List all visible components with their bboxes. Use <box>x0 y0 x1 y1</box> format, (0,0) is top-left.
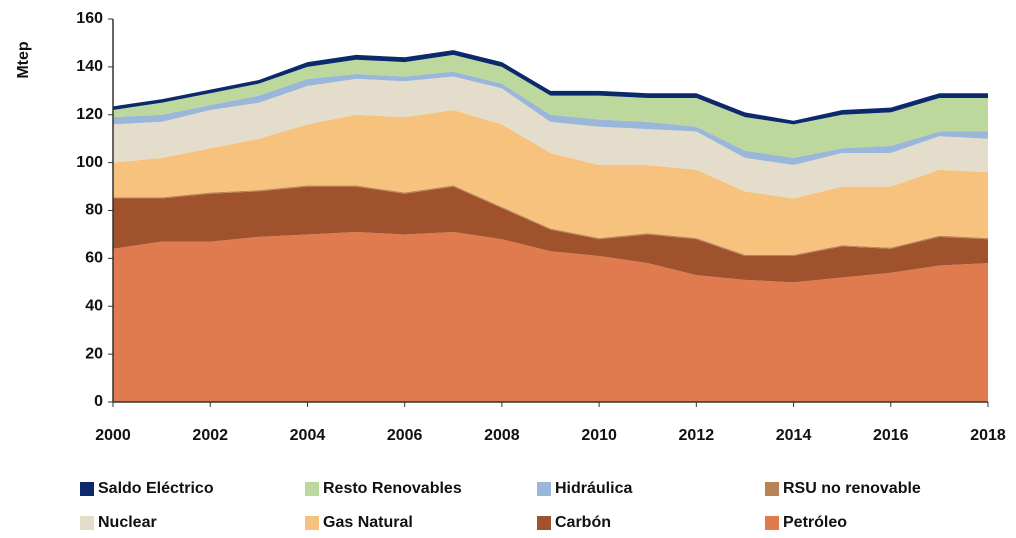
legend-label: Resto Renovables <box>323 480 462 497</box>
legend-swatch <box>537 482 551 496</box>
y-axis-label: Mtep <box>15 41 32 79</box>
x-tick-label: 2004 <box>290 427 326 444</box>
legend-swatch <box>765 482 779 496</box>
x-tick-label: 2016 <box>873 427 909 444</box>
area <box>113 186 988 283</box>
x-tick-label: 2006 <box>387 427 423 444</box>
legend-label: Carbón <box>555 514 611 531</box>
x-tick-label: 2014 <box>776 427 812 444</box>
y-tick-label: 160 <box>76 10 103 27</box>
y-tick-label: 40 <box>85 297 103 314</box>
x-tick-label: 2012 <box>679 427 715 444</box>
legend-swatch <box>765 516 779 530</box>
y-tick-label: 120 <box>76 106 103 123</box>
legend-label: Saldo Eléctrico <box>98 480 214 497</box>
area <box>113 54 988 158</box>
y-tick-label: 60 <box>85 250 103 267</box>
legend-swatch <box>305 516 319 530</box>
x-tick-label: 2010 <box>581 427 617 444</box>
x-tick-label: 2002 <box>192 427 228 444</box>
legend-label: Hidráulica <box>555 480 632 497</box>
legend-label: Gas Natural <box>323 514 413 531</box>
legend-swatch <box>80 516 94 530</box>
x-tick-label: 2018 <box>970 427 1006 444</box>
legend-swatch <box>537 516 551 530</box>
x-tick-label: 2000 <box>95 427 131 444</box>
legend-swatch <box>80 482 94 496</box>
x-tick-label: 2008 <box>484 427 520 444</box>
y-tick-label: 140 <box>76 58 103 75</box>
area <box>113 109 988 255</box>
legend-label: Petróleo <box>783 514 847 531</box>
y-tick-label: 0 <box>94 393 103 410</box>
y-tick-label: 20 <box>85 345 103 362</box>
area <box>113 71 988 166</box>
area <box>113 76 988 199</box>
legend-label: Nuclear <box>98 514 157 531</box>
y-tick-label: 80 <box>85 202 103 219</box>
legend-label: RSU no renovable <box>783 480 921 497</box>
y-tick-label: 100 <box>76 154 103 171</box>
area <box>113 232 988 402</box>
legend-swatch <box>305 482 319 496</box>
